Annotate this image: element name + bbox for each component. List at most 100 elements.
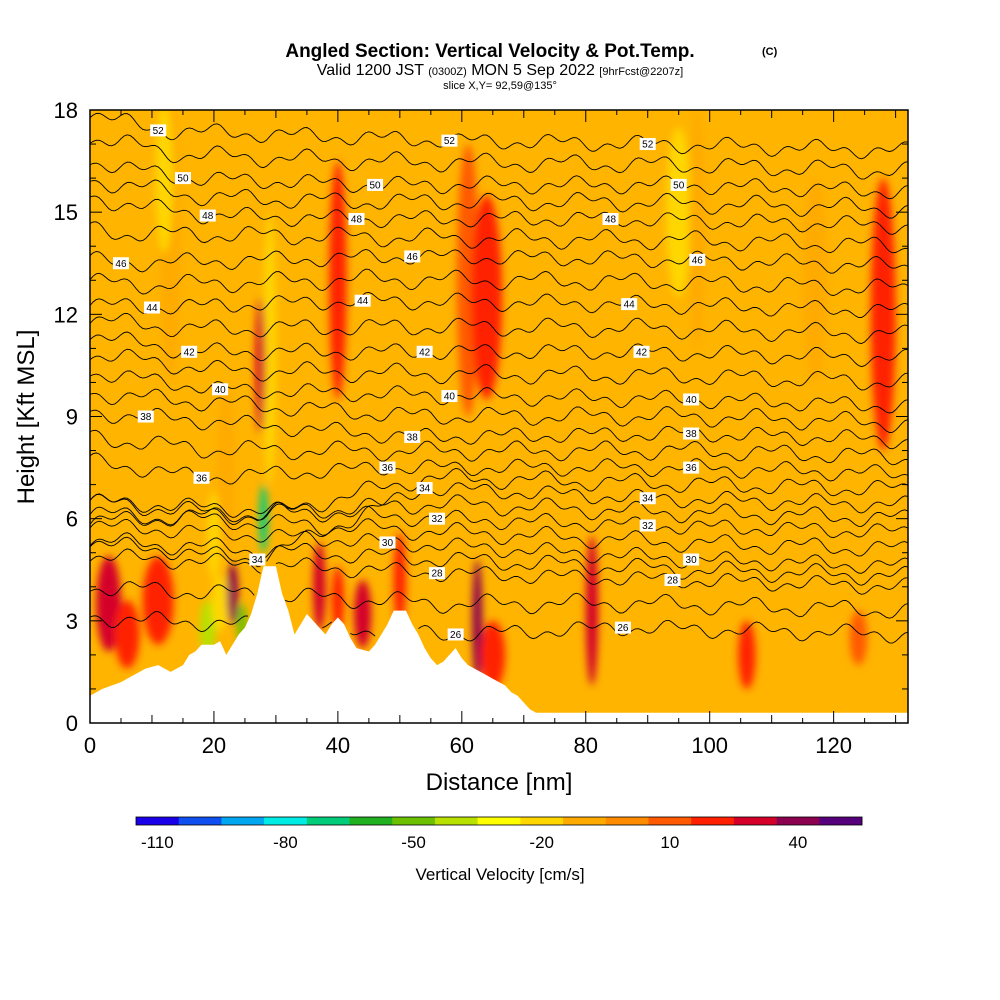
theta-contour-label: 32: [639, 519, 656, 532]
contour-label-text: 40: [686, 395, 698, 406]
theta-contour-label: 30: [379, 536, 396, 549]
contour-label-text: 38: [686, 429, 698, 440]
contour-label-box: [441, 390, 458, 403]
colorbar-tick-label: 40: [788, 833, 807, 852]
contour-label-box: [379, 536, 396, 549]
colorbar-swatch: [776, 817, 820, 825]
theta-contour-label: 48: [348, 212, 365, 225]
contour-label-box: [621, 298, 638, 311]
velocity-cell: [329, 161, 347, 400]
contour-label-box: [664, 573, 681, 586]
contour-label-box: [683, 461, 700, 474]
contour-label-text: 44: [146, 303, 158, 314]
x-tick-label: 80: [574, 733, 598, 758]
contour-label-box: [447, 628, 464, 641]
contour-label-text: 52: [153, 126, 165, 137]
velocity-cell: [226, 562, 239, 625]
colorbar-tick-label: -80: [273, 833, 298, 852]
y-tick-label: 12: [54, 302, 78, 327]
contour-label-text: 40: [215, 385, 227, 396]
contour-label-box: [639, 519, 656, 532]
theta-contour-label: 40: [441, 390, 458, 403]
theta-contour-label: 36: [683, 461, 700, 474]
velocity-cell: [199, 600, 216, 655]
theta-contour-line: [90, 468, 908, 525]
contour-label-box: [193, 471, 210, 484]
colorbar-swatch: [434, 817, 478, 825]
y-tick-label: 0: [66, 711, 78, 736]
velocity-cell: [480, 620, 506, 689]
contour-label-text: 40: [444, 392, 456, 403]
x-axis: 0 20 40 60 80 100 120: [84, 110, 897, 758]
contour-label-text: 26: [450, 630, 462, 641]
valid-time: Valid 1200 JST: [317, 62, 425, 79]
contour-label-box: [354, 294, 371, 307]
contour-label-text: 38: [407, 432, 419, 443]
colorbar-tick-label: 10: [660, 833, 679, 852]
colorbar-swatch: [691, 817, 735, 825]
velocity-cell: [263, 212, 276, 485]
colorbar-swatch: [605, 817, 649, 825]
contour-label-text: 34: [252, 555, 264, 566]
contour-label-text: 48: [605, 214, 617, 225]
contour-label-text: 42: [419, 347, 431, 358]
contour-label-box: [181, 345, 198, 358]
theta-contour-line: [90, 452, 908, 485]
colorbar-swatch: [136, 817, 180, 825]
velocity-cell: [217, 382, 236, 553]
contour-label-text: 26: [617, 623, 629, 634]
contour-label-text: 32: [431, 514, 443, 525]
theta-contour-label: 36: [379, 461, 396, 474]
chart-title: Angled Section: Vertical Velocity & Pot.…: [285, 41, 694, 62]
theta-contour-line: [90, 195, 908, 235]
theta-contour-label: 34: [639, 492, 656, 505]
theta-contour-line: [90, 506, 908, 557]
chart-subtitle: Valid 1200 JST (0300Z) MON 5 Sep 2022 [9…: [317, 62, 683, 79]
colorbar-swatch: [221, 817, 265, 825]
theta-contour-line: [90, 388, 908, 433]
theta-contour-label: 48: [199, 209, 216, 222]
contour-label-text: 42: [636, 347, 648, 358]
theta-contour-label: 32: [429, 512, 446, 525]
theta-contour-label: 44: [354, 294, 371, 307]
theta-contour-label: 40: [683, 393, 700, 406]
theta-contour-line: [90, 249, 908, 274]
theta-contour-label: 26: [614, 621, 631, 634]
theta-contour-label: 34: [416, 482, 433, 495]
velocity-cell: [689, 110, 706, 349]
velocity-cell: [870, 178, 896, 451]
x-tick-label: 0: [84, 733, 96, 758]
colorbar-swatch: [264, 817, 308, 825]
theta-contour-label: 28: [664, 573, 681, 586]
contour-label-box: [143, 301, 160, 314]
colorbar-tick-label: -50: [401, 833, 426, 852]
theta-contour-line: [90, 179, 908, 219]
theta-contour-line: [90, 429, 908, 466]
contour-label-box: [367, 178, 384, 191]
theta-contour-label: 52: [150, 124, 167, 137]
theta-contour-label: 34: [249, 553, 266, 566]
colorbar-swatch: [563, 817, 607, 825]
contour-label-text: 42: [184, 347, 196, 358]
chart-title-unit: (C): [762, 46, 778, 58]
velocity-cell: [114, 600, 140, 669]
contour-label-text: 46: [115, 259, 127, 270]
contour-label-box: [404, 250, 421, 263]
contour-label-box: [683, 427, 700, 440]
y-tick-label: 6: [66, 507, 78, 532]
velocity-field: [96, 110, 896, 689]
contour-label-box: [249, 553, 266, 566]
contour-label-box: [633, 345, 650, 358]
colorbar-swatch: [648, 817, 692, 825]
contour-label-text: 28: [667, 575, 679, 586]
theta-contour-label: 50: [670, 178, 687, 191]
theta-contour-label: 26: [447, 628, 464, 641]
velocity-cell: [666, 127, 692, 298]
forecast-info: [9hrFcst@2207z]: [599, 66, 683, 78]
theta-contour-label: 42: [181, 345, 198, 358]
contour-label-box: [639, 492, 656, 505]
x-tick-label: 120: [815, 733, 852, 758]
contour-label-box: [112, 257, 129, 270]
slice-info: slice X,Y= 92,59@135°: [443, 80, 557, 92]
